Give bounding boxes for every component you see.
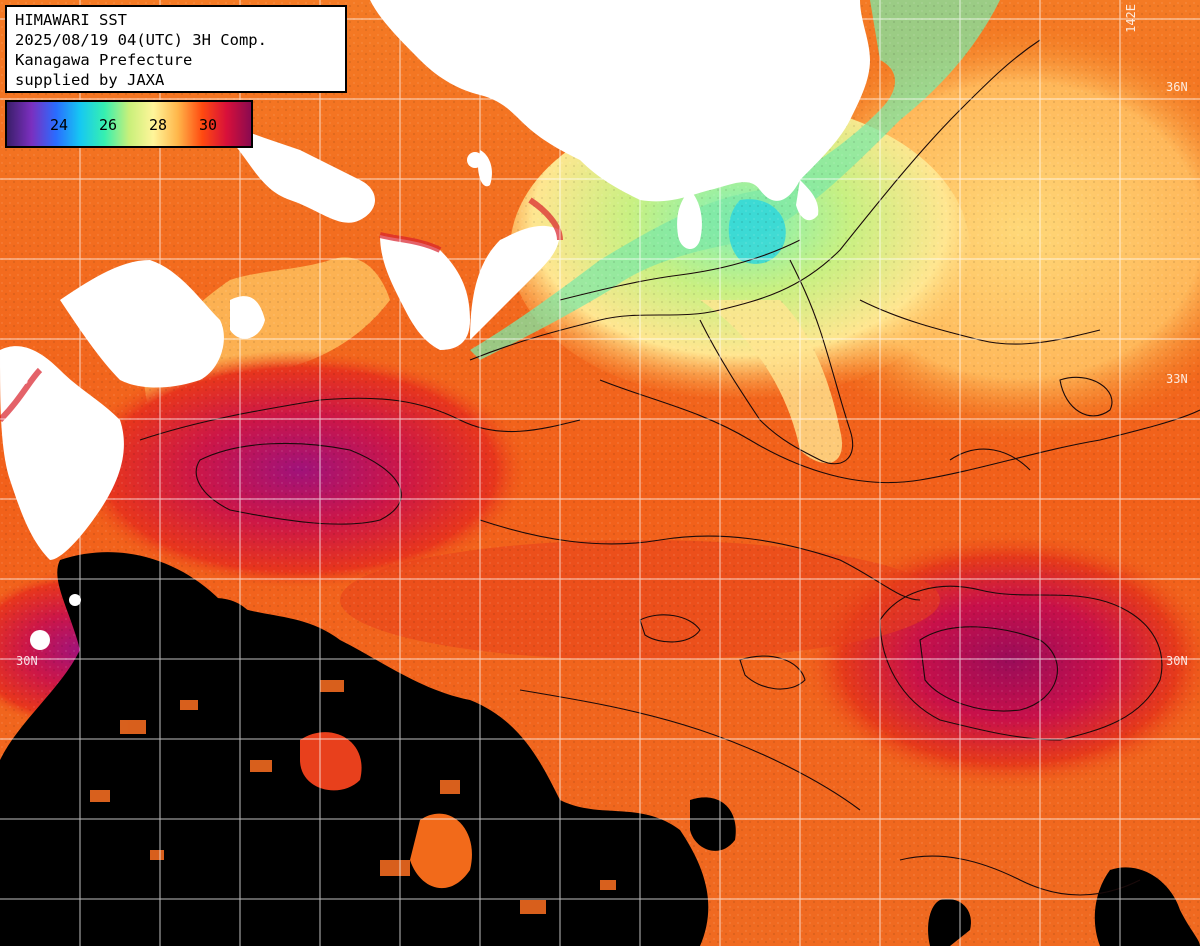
no-data-cloud-mask xyxy=(0,552,1200,946)
color-scale-legend: 24 26 28 30 xyxy=(5,100,253,148)
lon-label-136e: 136E xyxy=(484,4,498,33)
lat-label-30n: 30N xyxy=(1166,654,1188,668)
title-line-credit: supplied by JAXA xyxy=(15,71,165,89)
lat-label-36n: 36N xyxy=(1166,80,1188,94)
title-line-product: HIMAWARI SST xyxy=(15,11,127,29)
lat-label-33-left: 33 xyxy=(14,373,29,387)
lat-label-30n-left: 30N xyxy=(16,654,38,668)
scale-tick-28: 28 xyxy=(148,116,168,134)
cloud-edge-speckle xyxy=(90,680,616,914)
scale-tick-30: 30 xyxy=(198,116,218,134)
scale-tick-26: 26 xyxy=(98,116,118,134)
lat-label-33n: 33N xyxy=(1166,372,1188,386)
lon-label-142e: 142E xyxy=(1124,4,1138,33)
title-block: HIMAWARI SST 2025/08/19 04(UTC) 3H Comp.… xyxy=(5,5,347,93)
land xyxy=(0,0,870,650)
scale-tick-24: 24 xyxy=(49,116,69,134)
title-line-datetime: 2025/08/19 04(UTC) 3H Comp. xyxy=(15,31,267,49)
title-line-region: Kanagawa Prefecture xyxy=(15,51,193,69)
color-scale-bar xyxy=(7,102,251,146)
